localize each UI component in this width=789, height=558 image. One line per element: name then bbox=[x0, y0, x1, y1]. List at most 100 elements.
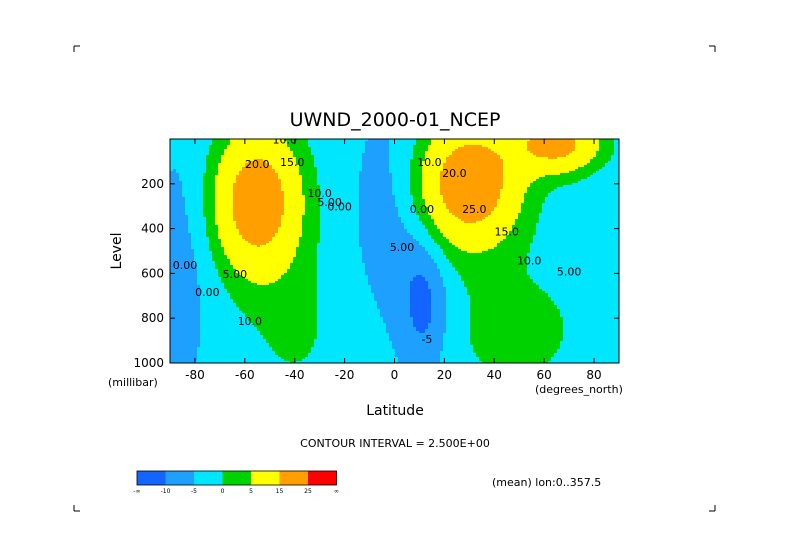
field-cell bbox=[569, 147, 573, 150]
field-cell bbox=[281, 181, 285, 184]
field-cell bbox=[275, 177, 279, 180]
field-cell bbox=[614, 177, 618, 180]
field-cell bbox=[533, 197, 537, 200]
field-cell bbox=[524, 171, 528, 174]
field-cell bbox=[440, 201, 444, 204]
field-cell bbox=[335, 145, 339, 148]
field-cell bbox=[332, 159, 336, 162]
field-cell bbox=[425, 157, 429, 160]
field-cell bbox=[404, 143, 408, 146]
field-cell bbox=[413, 199, 417, 202]
field-cell bbox=[335, 143, 339, 146]
field-cell bbox=[320, 161, 324, 164]
field-cell bbox=[257, 167, 261, 170]
field-cell bbox=[383, 177, 387, 180]
field-cell bbox=[449, 197, 453, 200]
field-cell bbox=[455, 161, 459, 164]
field-cell bbox=[515, 199, 519, 202]
field-cell bbox=[395, 201, 399, 204]
field-cell bbox=[590, 177, 594, 180]
field-cell bbox=[188, 173, 192, 176]
field-cell bbox=[179, 139, 183, 142]
field-cell bbox=[368, 173, 372, 176]
field-cell bbox=[461, 181, 465, 184]
field-cell bbox=[191, 167, 195, 170]
field-cell bbox=[545, 201, 549, 204]
field-cell bbox=[473, 139, 477, 142]
field-cell bbox=[536, 143, 540, 146]
field-cell bbox=[521, 191, 525, 194]
field-cell bbox=[578, 193, 582, 196]
field-cell bbox=[395, 171, 399, 174]
field-cell bbox=[554, 151, 558, 154]
field-cell bbox=[506, 185, 510, 188]
field-cell bbox=[422, 191, 426, 194]
field-cell bbox=[551, 189, 555, 192]
field-cell bbox=[368, 201, 372, 204]
field-cell bbox=[608, 189, 612, 192]
field-cell bbox=[563, 181, 567, 184]
field-cell bbox=[518, 199, 522, 202]
field-cell bbox=[404, 173, 408, 176]
field-cell bbox=[365, 203, 369, 206]
field-cell bbox=[323, 179, 327, 182]
field-cell bbox=[383, 199, 387, 202]
field-cell bbox=[578, 141, 582, 144]
field-cell bbox=[272, 157, 276, 160]
field-cell bbox=[317, 185, 321, 188]
field-cell bbox=[488, 157, 492, 160]
field-cell bbox=[185, 143, 189, 146]
field-cell bbox=[188, 181, 192, 184]
field-cell bbox=[398, 165, 402, 168]
field-cell bbox=[488, 203, 492, 206]
field-cell bbox=[509, 187, 513, 190]
field-cell bbox=[407, 183, 411, 186]
field-cell bbox=[425, 153, 429, 156]
field-cell bbox=[230, 199, 234, 202]
field-cell bbox=[347, 161, 351, 164]
field-cell bbox=[410, 141, 414, 144]
field-cell bbox=[257, 161, 261, 164]
field-cell bbox=[452, 173, 456, 176]
field-cell bbox=[524, 191, 528, 194]
field-cell bbox=[572, 175, 576, 178]
field-cell bbox=[563, 143, 567, 146]
field-cell bbox=[329, 179, 333, 182]
field-cell bbox=[485, 151, 489, 154]
field-cell bbox=[221, 201, 225, 204]
field-cell bbox=[206, 159, 210, 162]
field-cell bbox=[491, 199, 495, 202]
field-cell bbox=[530, 155, 534, 158]
field-cell bbox=[545, 139, 549, 142]
field-cell bbox=[347, 147, 351, 150]
field-cell bbox=[449, 179, 453, 182]
field-cell bbox=[569, 181, 573, 184]
field-cell bbox=[245, 153, 249, 156]
field-cell bbox=[416, 177, 420, 180]
field-cell bbox=[197, 201, 201, 204]
field-cell bbox=[581, 189, 585, 192]
field-cell bbox=[359, 159, 363, 162]
field-cell bbox=[557, 159, 561, 162]
field-cell bbox=[236, 163, 240, 166]
field-cell bbox=[599, 175, 603, 178]
field-cell bbox=[173, 177, 177, 180]
field-cell bbox=[227, 149, 231, 152]
field-cell bbox=[407, 145, 411, 148]
field-cell bbox=[515, 141, 519, 144]
field-cell bbox=[365, 147, 369, 150]
field-cell bbox=[473, 179, 477, 182]
field-cell bbox=[494, 153, 498, 156]
field-cell bbox=[608, 187, 612, 190]
field-cell bbox=[311, 201, 315, 204]
field-cell bbox=[551, 161, 555, 164]
field-cell bbox=[341, 157, 345, 160]
field-cell bbox=[251, 173, 255, 176]
field-cell bbox=[254, 165, 258, 168]
field-cell bbox=[515, 143, 519, 146]
field-cell bbox=[458, 149, 462, 152]
field-cell bbox=[173, 175, 177, 178]
field-cell bbox=[185, 139, 189, 142]
field-cell bbox=[566, 177, 570, 180]
field-cell bbox=[452, 167, 456, 170]
